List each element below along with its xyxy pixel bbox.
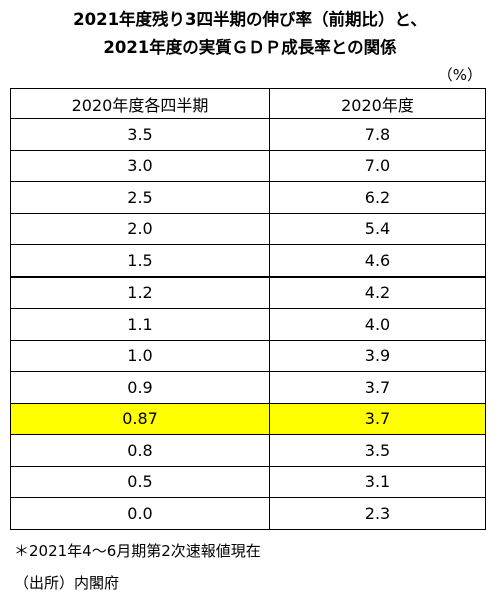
- table-cell: 4.2: [269, 276, 486, 309]
- table-cell: 4.0: [269, 308, 486, 341]
- table-cell: 1.2: [10, 276, 270, 309]
- table-cell: 3.5: [269, 434, 486, 467]
- table-row: 3.0 7.0: [10, 149, 486, 182]
- table-row: 0.87 3.7: [10, 402, 486, 435]
- column-header: 2020年度: [269, 88, 486, 119]
- footnote: ＊2021年4～6月期第2次速報値現在: [14, 542, 261, 560]
- table-cell: 3.5: [10, 118, 270, 151]
- table-cell: 2.5: [10, 181, 270, 214]
- data-table: 2020年度各四半期 2020年度 3.5 7.8 3.0 7.0 2.5 6.2 2.0 5…: [10, 88, 486, 530]
- table-row: 0.9 3.7: [10, 371, 486, 404]
- table-cell: 7.0: [269, 149, 486, 182]
- table-cell: 2.0: [10, 212, 270, 245]
- table-cell: 4.6: [269, 244, 486, 278]
- table-cell: 0.9: [10, 371, 270, 404]
- table-row: 1.2 4.2: [10, 276, 486, 309]
- table-cell: 3.1: [269, 465, 486, 498]
- unit-label: （%）: [437, 66, 482, 84]
- table-row: 0.8 3.5: [10, 434, 486, 467]
- header-row: 2020年度各四半期 2020年度: [10, 88, 486, 119]
- table-cell: 3.9: [269, 339, 486, 372]
- table-cell: 3.0: [10, 149, 270, 182]
- table-row: 0.0 2.3: [10, 497, 486, 530]
- table-body: 3.5 7.8 3.0 7.0 2.5 6.2 2.0 5.4 1.5 4.6 1.2 4.2 1.1 4…: [10, 118, 486, 530]
- table-cell: 1.1: [10, 308, 270, 341]
- table-cell: 3.7: [269, 402, 486, 435]
- table-cell: 0.87: [10, 402, 270, 435]
- table-cell: 5.4: [269, 212, 486, 245]
- table-cell: 1.5: [10, 244, 270, 278]
- table-cell: 2.3: [269, 497, 486, 530]
- table-cell: 0.8: [10, 434, 270, 467]
- table-row: 2.5 6.2: [10, 181, 486, 214]
- source: （出所）内閣府: [14, 574, 120, 592]
- table-row: 1.0 3.9: [10, 339, 486, 372]
- table-cell: 1.0: [10, 339, 270, 372]
- column-header: 2020年度各四半期: [10, 88, 270, 119]
- table-cell: 0.0: [10, 497, 270, 530]
- table-row: 1.5 4.6: [10, 244, 486, 278]
- table-cell: 7.8: [269, 118, 486, 151]
- title: 2021年度の実質ＧＤＰ成長率との関係: [103, 38, 397, 57]
- table-row: 1.1 4.0: [10, 308, 486, 341]
- table-cell: 0.5: [10, 465, 270, 498]
- table-row: 3.5 7.8: [10, 118, 486, 151]
- title: 2021年度残り3四半期の伸び率（前期比）と、: [73, 10, 427, 29]
- table-row: 0.5 3.1: [10, 465, 486, 498]
- table-row: 2.0 5.4: [10, 212, 486, 245]
- table-cell: 6.2: [269, 181, 486, 214]
- table-cell: 3.7: [269, 371, 486, 404]
